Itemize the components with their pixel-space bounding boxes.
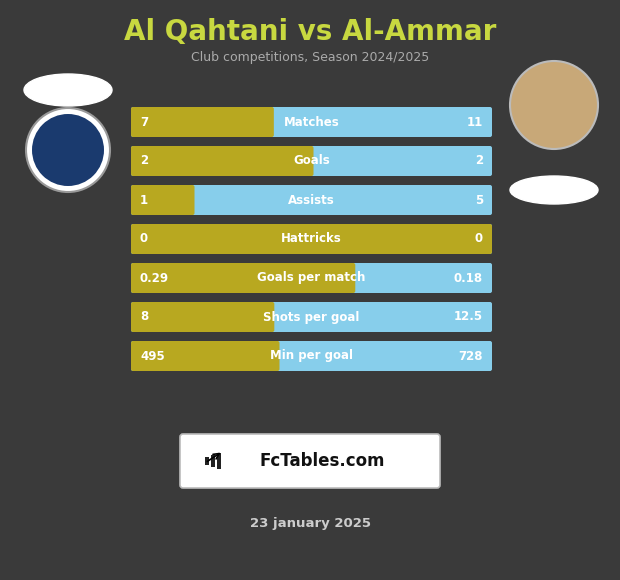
Text: 23 january 2025: 23 january 2025 (249, 517, 371, 530)
FancyBboxPatch shape (131, 224, 492, 254)
Text: Shots per goal: Shots per goal (264, 310, 360, 324)
Text: 5: 5 (475, 194, 483, 206)
Text: 12.5: 12.5 (454, 310, 483, 324)
Text: 0: 0 (475, 233, 483, 245)
FancyBboxPatch shape (131, 341, 492, 371)
Text: FcTables.com: FcTables.com (259, 452, 385, 470)
FancyBboxPatch shape (131, 185, 195, 215)
FancyBboxPatch shape (131, 263, 355, 293)
Text: 0.18: 0.18 (454, 271, 483, 285)
FancyBboxPatch shape (131, 302, 274, 332)
Text: 8: 8 (140, 310, 148, 324)
FancyBboxPatch shape (131, 185, 492, 215)
Text: Al Qahtani vs Al-Ammar: Al Qahtani vs Al-Ammar (124, 18, 496, 46)
FancyBboxPatch shape (205, 457, 209, 465)
FancyBboxPatch shape (211, 455, 215, 467)
FancyBboxPatch shape (131, 341, 280, 371)
FancyBboxPatch shape (131, 107, 274, 137)
FancyBboxPatch shape (131, 146, 492, 176)
Text: Assists: Assists (288, 194, 335, 206)
Circle shape (26, 108, 110, 192)
FancyBboxPatch shape (131, 302, 492, 332)
Text: 2: 2 (140, 154, 148, 168)
FancyBboxPatch shape (217, 453, 221, 469)
Text: 0: 0 (140, 233, 148, 245)
Text: Min per goal: Min per goal (270, 350, 353, 362)
Text: Goals: Goals (293, 154, 330, 168)
FancyBboxPatch shape (131, 146, 314, 176)
FancyBboxPatch shape (131, 263, 492, 293)
Text: 495: 495 (140, 350, 165, 362)
Text: 728: 728 (459, 350, 483, 362)
Text: 1: 1 (140, 194, 148, 206)
Text: Goals per match: Goals per match (257, 271, 366, 285)
Text: 2: 2 (475, 154, 483, 168)
Text: Matches: Matches (283, 115, 339, 129)
FancyBboxPatch shape (131, 224, 492, 254)
Text: 11: 11 (467, 115, 483, 129)
Ellipse shape (24, 74, 112, 106)
Ellipse shape (510, 176, 598, 204)
Text: Hattricks: Hattricks (281, 233, 342, 245)
Text: 7: 7 (140, 115, 148, 129)
FancyBboxPatch shape (180, 434, 440, 488)
Text: Club competitions, Season 2024/2025: Club competitions, Season 2024/2025 (191, 50, 429, 63)
Text: 0.29: 0.29 (140, 271, 169, 285)
Circle shape (32, 114, 104, 186)
Circle shape (510, 61, 598, 149)
FancyBboxPatch shape (131, 107, 492, 137)
